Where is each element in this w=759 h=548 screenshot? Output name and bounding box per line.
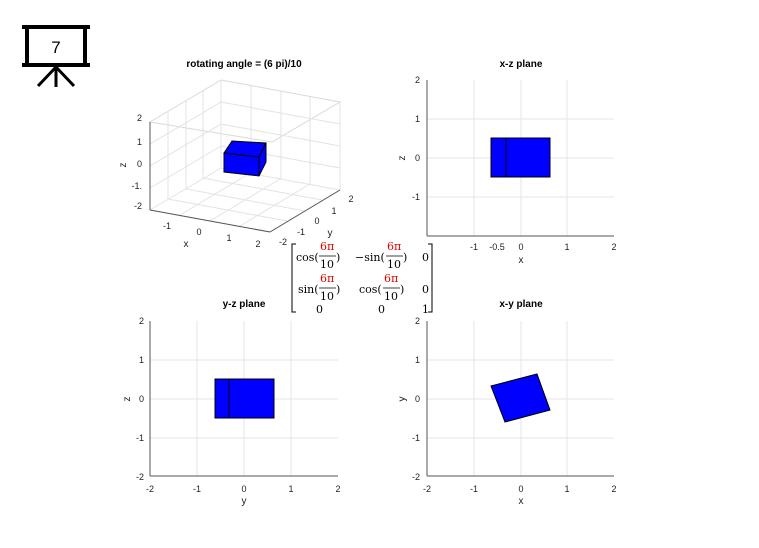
x-axis-label: x <box>519 496 524 507</box>
y-axis-label: y <box>397 397 408 402</box>
z-tick-label: 0 <box>137 159 142 169</box>
axes-3d <box>149 122 341 233</box>
y-tick-label: -2 <box>279 237 287 247</box>
y-tick-label: -1 <box>193 484 201 494</box>
y-axis-label: y <box>328 228 333 239</box>
z-tick-label: -1 <box>136 433 144 443</box>
panel-xz-title: x-z plane <box>500 59 543 70</box>
z-tick-label: 1 <box>139 355 144 365</box>
y-axis-label: y <box>242 496 247 507</box>
matrix-neg-sin: −sin( <box>355 251 385 264</box>
y-tick-label: 2 <box>415 316 420 326</box>
x-tick-label: 0 <box>196 227 201 237</box>
matrix-angle-numerator: 6π <box>320 272 334 285</box>
panel-yz-title: y-z plane <box>223 299 266 310</box>
matrix-one: 1 <box>422 303 429 316</box>
matrix-close-paren: ) <box>403 251 407 264</box>
matrix-angle-denominator: 10 <box>320 290 334 303</box>
matrix-angle-numerator: 6π <box>384 272 398 285</box>
matrix-close-paren: ) <box>400 283 404 296</box>
y-tick-label: 1 <box>288 484 293 494</box>
x-tick-label: 2 <box>611 242 616 252</box>
matrix-angle-denominator: 10 <box>384 290 398 303</box>
rotated-box-3d <box>223 140 267 177</box>
matrix-zero: 0 <box>422 251 429 264</box>
y-tick-label: 2 <box>335 484 340 494</box>
z-tick-label: -1. <box>131 181 142 191</box>
z-tick-label: 1 <box>137 137 142 147</box>
x-tick-label: -0.5 <box>489 242 505 252</box>
z-tick-label: -1 <box>412 192 420 202</box>
panel-xy-title: x-y plane <box>499 299 543 310</box>
x-tick-label: 2 <box>611 484 616 494</box>
matrix-angle-numerator: 6π <box>387 240 401 253</box>
panel-xy-plane: x-y plane 2 1 0 -1 -2 y -2 -1 0 1 2 x <box>397 299 617 507</box>
panel-3d-view: rotating angle = (6 pi)/10 <box>118 59 354 250</box>
matrix-close-paren: ) <box>336 251 340 264</box>
y-tick-label: 0 <box>415 394 420 404</box>
matrix-sin: sin( <box>298 283 319 296</box>
projected-box-xz <box>490 137 551 178</box>
x-tick-label: 2 <box>255 239 260 249</box>
z-axis-label: z <box>118 163 129 168</box>
x-tick-label: -1 <box>470 484 478 494</box>
x-tick-label: -1 <box>163 221 171 231</box>
panel-3d-title: rotating angle = (6 pi)/10 <box>186 59 302 70</box>
matrix-angle-denominator: 10 <box>320 258 334 271</box>
y-tick-label: -2 <box>146 484 154 494</box>
y-tick-label: 2 <box>348 194 353 204</box>
z-tick-label: -2 <box>134 201 142 211</box>
x-tick-label: 1 <box>564 242 569 252</box>
projected-box-xy <box>490 373 551 423</box>
matrix-cos: cos( <box>296 251 319 264</box>
z-axis-label: z <box>397 156 408 161</box>
y-tick-label: 1 <box>331 206 336 216</box>
matrix-cos: cos( <box>359 283 382 296</box>
x-tick-label: -2 <box>423 484 431 494</box>
rotation-matrix: cos( 6π 10 ) −sin( 6π 10 ) 0 sin( 6π 10 … <box>291 240 433 316</box>
z-tick-label: -2 <box>136 472 144 482</box>
z-tick-label: 0 <box>415 153 420 163</box>
x-tick-label: 1 <box>226 233 231 243</box>
y-tick-label: -1 <box>297 227 305 237</box>
y-tick-label: -1 <box>412 433 420 443</box>
panel-xz-plane: x-z plane 2 1 0 -1 z -1 -0.5 0 1 2 x <box>397 59 617 266</box>
matrix-zero: 0 <box>422 283 429 296</box>
x-tick-label: 0 <box>518 484 523 494</box>
y-tick-label: 0 <box>241 484 246 494</box>
z-tick-label: 2 <box>137 113 142 123</box>
x-tick-label: 0 <box>518 242 523 252</box>
matrix-zero: 0 <box>378 303 385 316</box>
matrix-angle-denominator: 10 <box>387 258 401 271</box>
z-tick-label: 2 <box>139 316 144 326</box>
matrix-angle-numerator: 6π <box>320 240 334 253</box>
x-tick-label: 1 <box>564 484 569 494</box>
z-tick-label: 1 <box>415 114 420 124</box>
z-axis-label: z <box>122 397 133 402</box>
y-tick-label: 1 <box>415 355 420 365</box>
x-axis-label: x <box>519 255 524 266</box>
projected-box-yz <box>214 378 275 419</box>
slide-number: 7 <box>51 38 60 57</box>
x-tick-label: -1 <box>470 242 478 252</box>
z-tick-label: 2 <box>415 75 420 85</box>
y-tick-label: -2 <box>412 472 420 482</box>
z-tick-label: 0 <box>139 394 144 404</box>
matrix-close-paren: ) <box>336 283 340 296</box>
y-tick-label: 0 <box>314 216 319 226</box>
x-axis-label: x <box>184 239 189 250</box>
matrix-zero: 0 <box>316 303 323 316</box>
presentation-board-icon <box>22 25 90 88</box>
panel-yz-plane: y-z plane 2 1 0 -1 -2 z -2 -1 0 1 2 y <box>122 299 341 507</box>
